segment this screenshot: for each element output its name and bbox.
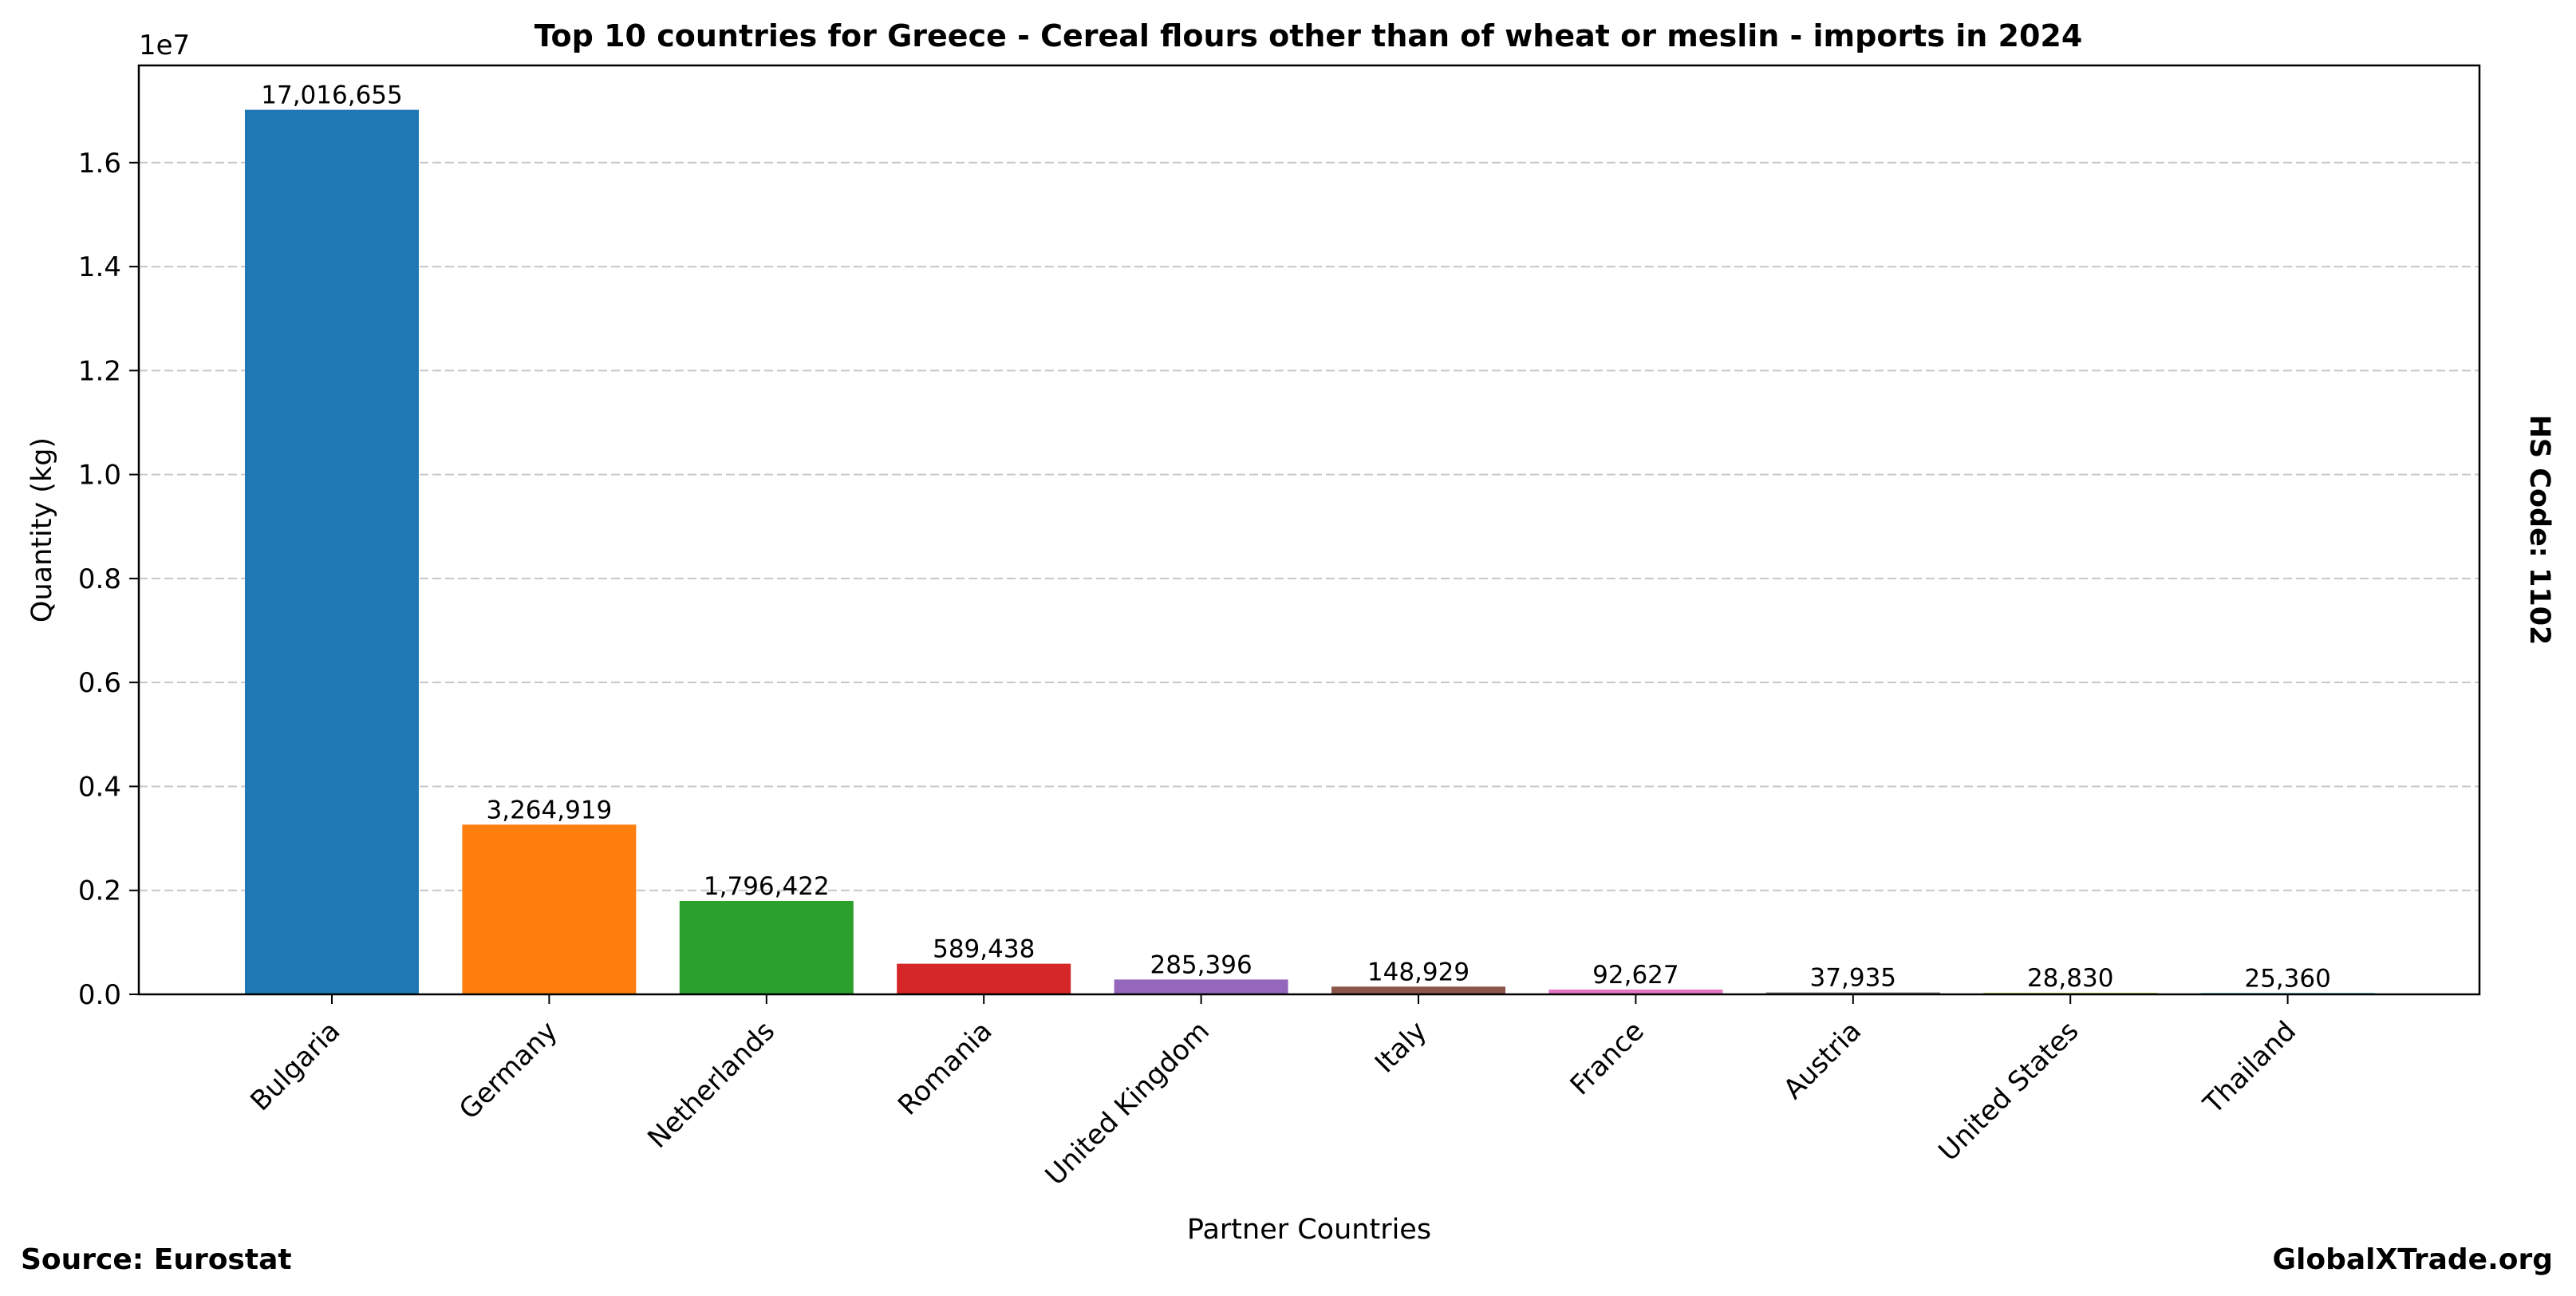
y-tick-label: 1.0	[78, 460, 121, 492]
x-tick-label: Germany	[453, 1015, 564, 1126]
bar-value-label: 589,438	[933, 935, 1035, 964]
bar-value-label: 92,627	[1592, 961, 1679, 990]
bar-value-label: 28,830	[2027, 964, 2113, 993]
x-tick-label: France	[1564, 1015, 1651, 1101]
y-tick-label: 0.6	[78, 667, 121, 699]
bar	[1548, 989, 1723, 994]
bar	[1331, 986, 1505, 994]
bar-value-label: 17,016,655	[261, 81, 403, 110]
x-tick-label: United States	[1932, 1015, 2085, 1168]
x-tick-label: United Kingdom	[1039, 1015, 1216, 1191]
y-tick-label: 0.4	[78, 771, 121, 803]
y-tick-label: 1.6	[78, 148, 121, 180]
gridlines	[139, 161, 2479, 891]
bar-value-label: 25,360	[2244, 964, 2330, 993]
bar	[679, 900, 854, 994]
bar-value-label: 285,396	[1150, 950, 1252, 979]
bar	[1114, 979, 1288, 994]
y-tick-label: 0.2	[78, 875, 121, 907]
y-axis-label: Quantity (kg)	[26, 437, 58, 622]
x-axis-ticks: Bulgaria Germany Netherlands Romania United …	[244, 994, 2302, 1191]
bars	[245, 109, 2375, 994]
bar-value-label: 3,264,919	[487, 796, 613, 824]
hs-code-label: HS Code: 1102	[2523, 415, 2555, 646]
x-axis-label: Partner Countries	[1187, 1214, 1431, 1246]
x-tick-label: Thailand	[2197, 1015, 2302, 1120]
source-label: Source: Eurostat	[21, 1243, 292, 1276]
bar	[897, 963, 1071, 994]
bar	[245, 109, 419, 994]
y-tick-label: 0.0	[78, 979, 121, 1011]
chart-title: Top 10 countries for Greece - Cereal flo…	[535, 18, 2083, 53]
bar-value-labels: 17,016,655 3,264,919 1,796,422 589,438 285,3…	[261, 81, 2331, 994]
bar	[462, 824, 637, 994]
x-tick-label: Italy	[1369, 1015, 1433, 1079]
plot-frame	[137, 64, 2481, 996]
x-tick-label: Austria	[1777, 1015, 1868, 1105]
x-tick-label: Bulgaria	[244, 1015, 346, 1117]
y-offset-label: 1e7	[139, 30, 190, 61]
y-tick-label: 1.4	[78, 251, 121, 283]
bar-value-label: 148,929	[1367, 958, 1469, 986]
y-tick-label: 1.2	[78, 355, 121, 387]
x-tick-label: Romania	[892, 1015, 998, 1121]
y-tick-label: 0.8	[78, 563, 121, 595]
x-tick-label: Netherlands	[641, 1015, 781, 1155]
y-axis-ticks: 0.0 0.2 0.4 0.6 0.8 1.0 1.2 1.4 1.6	[78, 148, 139, 1011]
bar-value-label: 1,796,422	[704, 872, 830, 901]
brand-label: GlobalXTrade.org	[2272, 1243, 2553, 1276]
bar-value-label: 37,935	[1810, 964, 1896, 993]
